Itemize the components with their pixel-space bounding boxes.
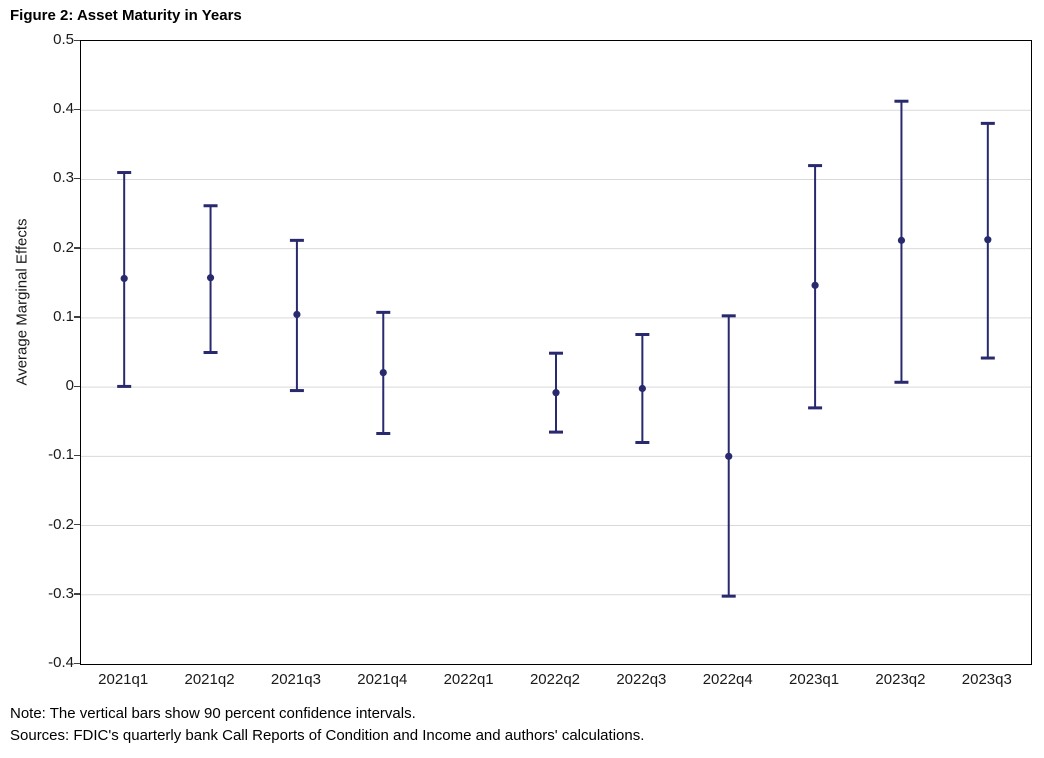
x-tick-label: 2022q1 [443,671,494,688]
error-bar-2021q4 [376,310,391,435]
error-bar-2021q3 [289,238,304,393]
y-tick-label: 0.5 [53,31,74,48]
error-bar-2022q2 [549,351,563,434]
y-tick-mark [74,454,80,457]
y-tick-mark [74,316,80,318]
x-tick-label: 2021q2 [184,671,235,688]
point-estimate-marker [293,310,301,319]
point-estimate-marker [120,274,128,283]
point-estimate-marker [552,389,560,397]
error-bar-2023q2 [894,99,909,384]
x-tick-label: 2023q1 [789,671,840,688]
x-tick-label: 2021q1 [98,671,149,688]
y-tick-label: 0.4 [53,100,74,118]
errorbar-chart [81,99,1031,598]
error-bar-2023q3 [980,121,995,360]
point-estimate-marker [811,281,819,289]
sources-line: Sources: FDIC's quarterly bank Call Repo… [10,727,645,744]
x-tick-label: 2022q4 [702,671,753,688]
y-tick-mark [74,39,80,41]
figure-notes: Note: The vertical bars show 90 percent … [10,703,644,747]
y-tick-label: 0.2 [53,238,74,256]
y-tick-label: -0.3 [48,584,74,602]
x-tick-label: 2023q2 [875,671,926,688]
plot-area [80,40,1032,665]
y-tick-mark [74,247,80,249]
y-tick-label: -0.4 [48,654,74,671]
y-tick-label: 0.1 [53,307,74,325]
point-estimate-marker [638,384,646,393]
error-bar-2021q2 [203,204,218,354]
error-bar-2022q4 [721,314,736,598]
point-estimate-marker [897,236,906,244]
x-tick-label: 2022q3 [616,671,667,688]
x-tick-label: 2021q4 [357,671,408,688]
y-tick-mark [74,524,80,526]
y-tick-mark [74,662,80,664]
error-bar-2021q1 [117,171,132,388]
error-bar-2023q1 [808,164,823,410]
point-estimate-marker [984,236,992,244]
point-estimate-marker [725,452,733,460]
y-tick-label: -0.1 [48,446,74,464]
y-tick-mark [74,108,80,111]
x-tick-label: 2022q2 [529,671,581,688]
y-tick-mark [74,593,80,595]
y-tick-label: 0.3 [53,169,74,187]
y-tick-mark [74,177,80,180]
x-tick-label: 2023q3 [961,671,1012,688]
error-bar-2022q3 [635,333,650,444]
y-tick-label: 0 [65,377,74,395]
note-line: Note: The vertical bars show 90 percent … [10,705,416,722]
y-tick-label: -0.2 [48,515,74,533]
point-estimate-marker [379,368,387,377]
y-tick-mark [74,385,80,387]
point-estimate-marker [206,274,215,282]
figure-title: Figure 2: Asset Maturity in Years [10,7,242,24]
x-tick-label: 2021q3 [270,671,321,688]
